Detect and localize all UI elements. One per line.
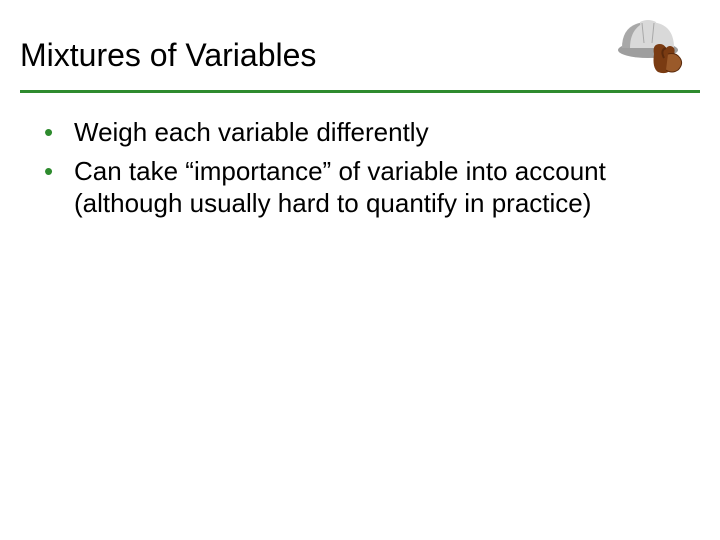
bullet-item: Weigh each variable differently bbox=[44, 116, 676, 149]
slide-title: Mixtures of Variables bbox=[20, 38, 316, 79]
bullet-item: Can take “importance” of variable into a… bbox=[44, 155, 676, 220]
bullet-list: Weigh each variable differently Can take… bbox=[44, 116, 676, 226]
title-row: Mixtures of Variables bbox=[20, 38, 700, 79]
title-underline bbox=[20, 90, 700, 93]
slide: Mixtures of Variables Weigh each variabl… bbox=[0, 0, 720, 540]
hardhat-gloves-icon bbox=[610, 14, 692, 80]
